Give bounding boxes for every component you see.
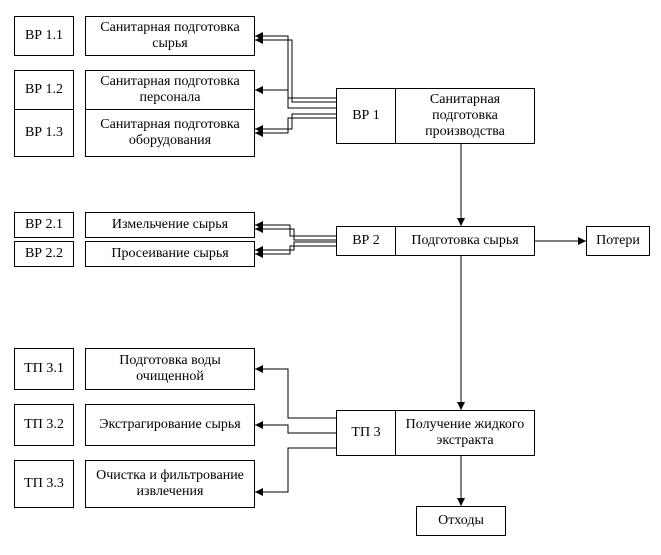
node-bp2-text: Подготовка сырья: [395, 226, 535, 256]
edge-bp2-to-bp21: [255, 225, 336, 236]
label: Потери: [596, 233, 640, 249]
flowchart-canvas: ВР 1 Санитарная подготовка производства …: [0, 0, 661, 555]
edge-bp2-to-bp22: [255, 246, 336, 254]
label: ВР 1: [352, 108, 380, 124]
node-bp2-code: ВР 2: [336, 226, 396, 256]
edge-tp3-to-tp31: [255, 369, 336, 418]
node-bp11-code: ВР 1.1: [14, 16, 74, 56]
node-tp3-code: ТП 3: [336, 410, 396, 456]
label: ВР 2: [352, 233, 380, 249]
edge-bp2-to-bp21b: [255, 229, 336, 240]
label: Отходы: [438, 513, 484, 529]
node-bp12-code: ВР 1.2: [14, 70, 74, 110]
edge-bp1-to-bp11: [255, 36, 336, 98]
label: Очистка и фильтрование извлечения: [90, 468, 250, 500]
edge-bp1-to-bp12: [255, 90, 336, 108]
node-bp21-text: Измельчение сырья: [85, 212, 255, 238]
label: Подготовка воды очищенной: [90, 353, 250, 385]
node-tp3-text: Получение жидкого экстракта: [395, 410, 535, 456]
label: Получение жидкого экстракта: [400, 417, 530, 449]
label: ВР 1.3: [25, 125, 63, 141]
label: ТП 3.3: [24, 476, 64, 492]
label: Санитарная подготовка оборудования: [90, 117, 250, 149]
edge-tp3-to-tp32: [255, 425, 336, 433]
label: ВР 1.2: [25, 82, 63, 98]
node-bp22-code: ВР 2.2: [14, 241, 74, 267]
label: ВР 2.2: [25, 246, 63, 262]
node-bp13-text: Санитарная подготовка оборудования: [85, 109, 255, 157]
edge-bp1-to-bp11b: [255, 40, 336, 102]
node-bp21-code: ВР 2.1: [14, 212, 74, 238]
node-bp12-text: Санитарная подготовка персонала: [85, 70, 255, 110]
label: Санитарная подготовка сырья: [90, 20, 250, 52]
node-bp11-text: Санитарная подготовка сырья: [85, 16, 255, 56]
edge-bp1-to-bp13: [255, 118, 336, 133]
label: Подготовка сырья: [411, 233, 518, 249]
label: Измельчение сырья: [112, 217, 228, 233]
node-tp33-code: ТП 3.3: [14, 460, 74, 508]
label: Санитарная подготовка производства: [400, 92, 530, 140]
label: Просеивание сырья: [111, 246, 228, 262]
node-tp32-code: ТП 3.2: [14, 404, 74, 446]
edge-tp3-to-tp33: [255, 448, 336, 492]
node-otkhody: Отходы: [416, 506, 506, 536]
label: ТП 3.2: [24, 417, 64, 433]
node-bp1-code: ВР 1: [336, 88, 396, 144]
label: ВР 2.1: [25, 217, 63, 233]
edge-bp1-to-bp13b: [255, 114, 336, 129]
node-poteri: Потери: [586, 226, 650, 256]
node-tp31-code: ТП 3.1: [14, 348, 74, 390]
node-bp1-text: Санитарная подготовка производства: [395, 88, 535, 144]
label: ТП 3.1: [24, 361, 64, 377]
label: Санитарная подготовка персонала: [90, 74, 250, 106]
label: ВР 1.1: [25, 28, 63, 44]
node-tp33-text: Очистка и фильтрование извлечения: [85, 460, 255, 508]
edge-bp2-to-bp22b: [255, 242, 336, 250]
label: ТП 3: [351, 425, 380, 441]
node-tp31-text: Подготовка воды очищенной: [85, 348, 255, 390]
label: Экстрагирование сырья: [99, 417, 240, 433]
node-tp32-text: Экстрагирование сырья: [85, 404, 255, 446]
node-bp22-text: Просеивание сырья: [85, 241, 255, 267]
node-bp13-code: ВР 1.3: [14, 109, 74, 157]
